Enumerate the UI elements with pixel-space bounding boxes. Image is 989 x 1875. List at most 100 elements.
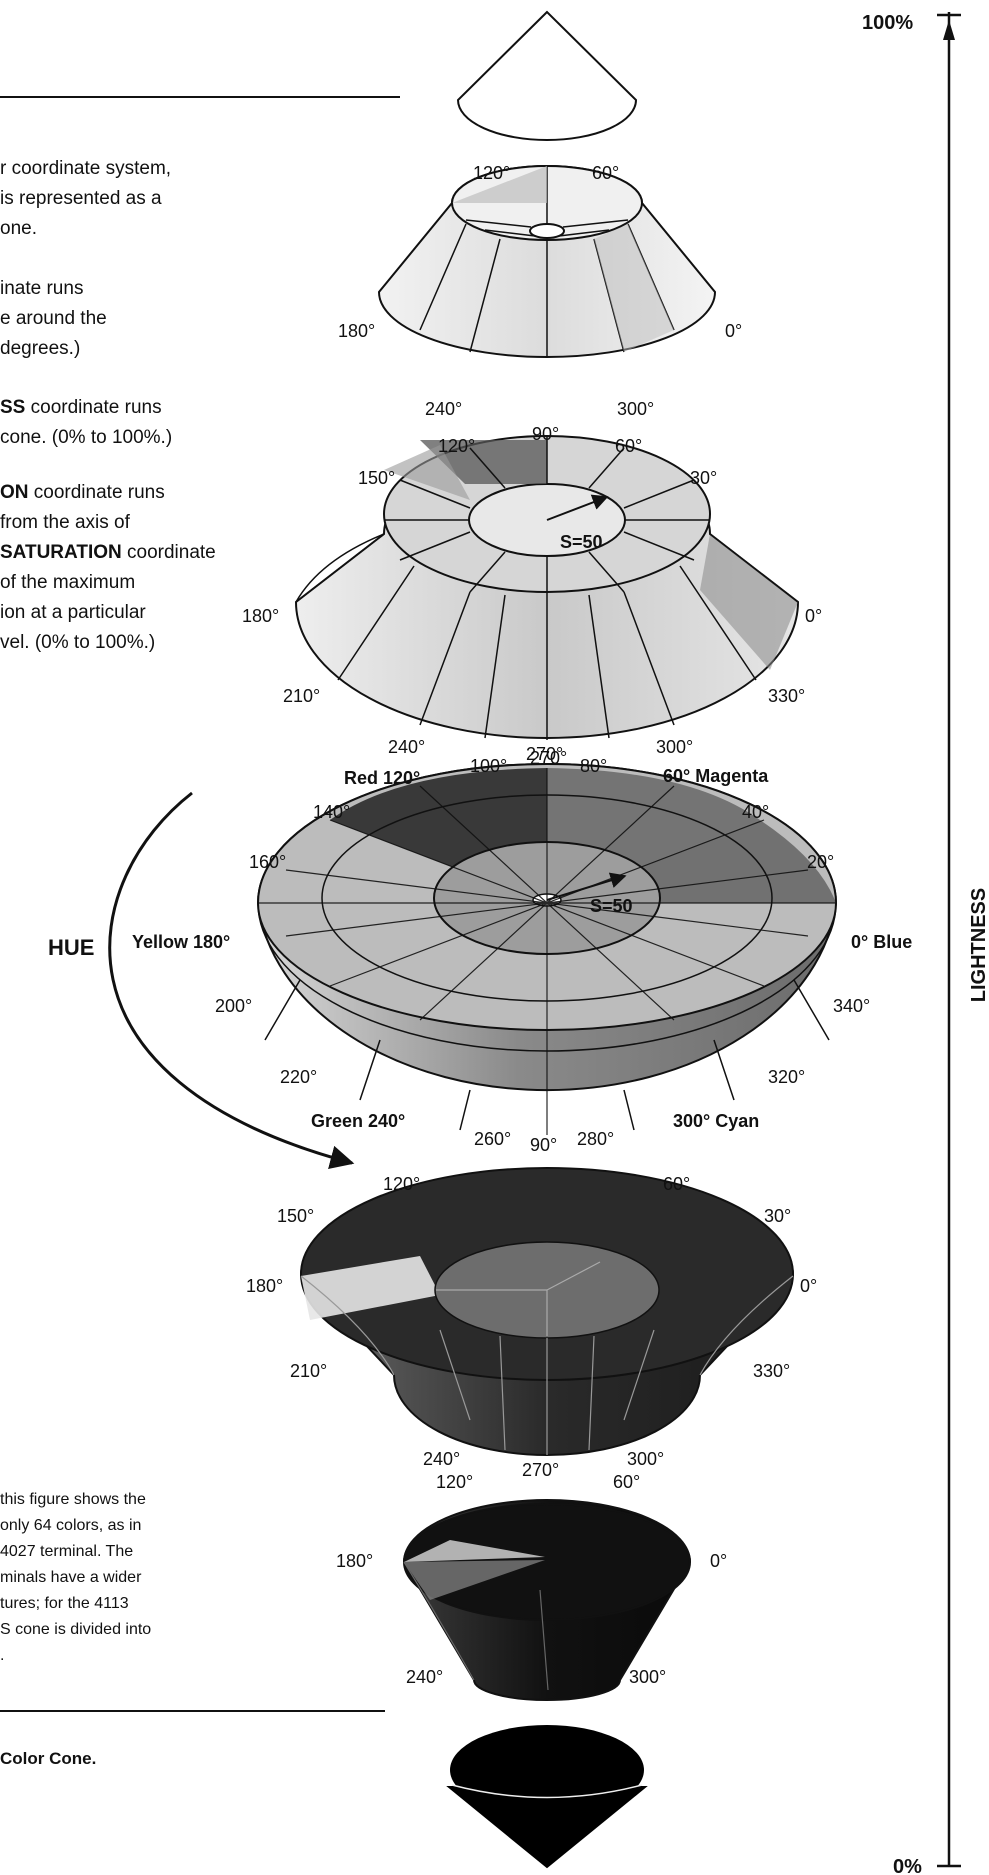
lightness-min-label: 0% [893, 1856, 922, 1875]
intro-line: vel. (0% to 100%.) [0, 632, 156, 653]
angle-label: 300° [627, 1449, 664, 1469]
angle-label: 270° [522, 1460, 559, 1480]
angle-label: 180° [336, 1551, 373, 1571]
angle-label: 240° [388, 737, 425, 757]
angle-label: 210° [283, 686, 320, 706]
intro-line: inate runs [0, 278, 84, 299]
angle-label: 300° [629, 1667, 666, 1687]
angle-label: 160° [249, 852, 286, 872]
angle-label: 120° [473, 163, 510, 183]
cone-lightness-high: 120° 60° 180° 0° 240° 300° [338, 163, 742, 419]
hue-magenta-label: 60° Magenta [663, 766, 769, 786]
intro-line: from the axis of [0, 512, 130, 533]
angle-label: 150° [358, 468, 395, 488]
intro-line: degrees.) [0, 338, 81, 359]
cone-lightness-0 [446, 1725, 648, 1869]
intro-fragment: coordinate runs [25, 397, 162, 418]
top-rule [0, 96, 400, 98]
angle-label: 300° [617, 399, 654, 419]
angle-label: 270° [530, 748, 567, 768]
angle-label: 330° [768, 686, 805, 706]
angle-label: 150° [277, 1206, 314, 1226]
angle-label: 90° [532, 424, 559, 444]
angle-label: 0° [710, 1551, 727, 1571]
angle-label: 240° [425, 399, 462, 419]
angle-label: 260° [474, 1129, 511, 1149]
angle-label: 240° [423, 1449, 460, 1469]
angle-label: 60° [615, 436, 642, 456]
hue-yellow-label: Yellow 180° [132, 932, 230, 952]
hue-red-label: Red 120° [344, 768, 420, 788]
note-line: only 64 colors, as in [0, 1517, 142, 1534]
angle-label: 0° [725, 321, 742, 341]
intro-line: e around the [0, 308, 107, 329]
angle-label: 0° [805, 606, 822, 626]
angle-label: 60° [613, 1472, 640, 1492]
note-line: this figure shows the [0, 1491, 146, 1508]
angle-label: 120° [438, 436, 475, 456]
saturation-term: ON [0, 482, 29, 503]
hue-arrow: HUE [48, 791, 355, 1170]
angle-label: 90° [530, 1135, 557, 1155]
saturation-label: S=50 [590, 896, 633, 916]
cone-lightness-mid-high: S=50 120° 90° 60° 150° 30° 180° 0° 210° … [242, 424, 822, 764]
cone-lightness-50: S=50 Red 120° 60° Magenta 100° 270° 80° … [132, 748, 912, 1155]
angle-label: 210° [290, 1361, 327, 1381]
intro-fragment: coordinate runs [28, 482, 165, 503]
bottom-rule [0, 1710, 385, 1712]
cone-lightness-mid-low: 120° 60° 150° 30° 180° 0° 210° 330° 240°… [246, 1167, 817, 1480]
angle-label: 100° [470, 756, 507, 776]
angle-label: 180° [242, 606, 279, 626]
angle-label: 30° [690, 468, 717, 488]
intro-line: SATURATION coordinate [0, 540, 216, 566]
intro-line: ON coordinate runs [0, 480, 165, 506]
angle-label: 0° [800, 1276, 817, 1296]
angle-label: 60° [663, 1174, 690, 1194]
saturation-term: SATURATION [0, 542, 122, 563]
angle-label: 30° [764, 1206, 791, 1226]
angle-label: 220° [280, 1067, 317, 1087]
figure-caption: Color Cone. [0, 1749, 97, 1768]
angle-label: 40° [742, 802, 769, 822]
lightness-term: SS [0, 397, 26, 418]
angle-label: 200° [215, 996, 252, 1016]
angle-label: 300° [656, 737, 693, 757]
note-line: . [0, 1647, 5, 1664]
lightness-axis-label: LIGHTNESS [968, 888, 989, 1002]
intro-line: SS coordinate runs [0, 395, 162, 421]
intro-line: of the maximum [0, 572, 136, 593]
hue-green-label: Green 240° [311, 1111, 405, 1131]
note-line: 4027 terminal. The [0, 1543, 134, 1560]
hue-blue-label: 0° Blue [851, 932, 912, 952]
angle-label: 340° [833, 996, 870, 1016]
intro-line: ion at a particular [0, 602, 146, 623]
angle-label: 330° [753, 1361, 790, 1381]
angle-label: 180° [338, 321, 375, 341]
intro-line: cone. (0% to 100%.) [0, 427, 173, 448]
angle-label: 80° [580, 756, 607, 776]
intro-line: is represented as a [0, 188, 162, 209]
lightness-axis: 100% 0% LIGHTNESS [862, 12, 989, 1875]
angle-label: 20° [807, 852, 834, 872]
hue-label: HUE [48, 935, 94, 960]
saturation-label: S=50 [560, 532, 603, 552]
intro-fragment: coordinate [121, 542, 216, 563]
cone-lightness-100 [456, 10, 638, 141]
angle-label: 120° [436, 1472, 473, 1492]
note-line: minals have a wider [0, 1569, 142, 1586]
intro-line: one. [0, 218, 37, 239]
angle-label: 270° [526, 744, 563, 764]
angle-label: 320° [768, 1067, 805, 1087]
angle-label: 180° [246, 1276, 283, 1296]
angle-label: 240° [406, 1667, 443, 1687]
hue-cyan-label: 300° Cyan [673, 1111, 759, 1131]
cone-lightness-low: 120° 60° 180° 0° 240° 300° [336, 1472, 727, 1701]
note-line: tures; for the 4113 [0, 1595, 129, 1612]
angle-label: 140° [313, 802, 350, 822]
angle-label: 280° [577, 1129, 614, 1149]
intro-line: r coordinate system, [0, 158, 172, 179]
lightness-max-label: 100% [862, 12, 913, 34]
angle-label: 60° [592, 163, 619, 183]
angle-label: 120° [383, 1174, 420, 1194]
